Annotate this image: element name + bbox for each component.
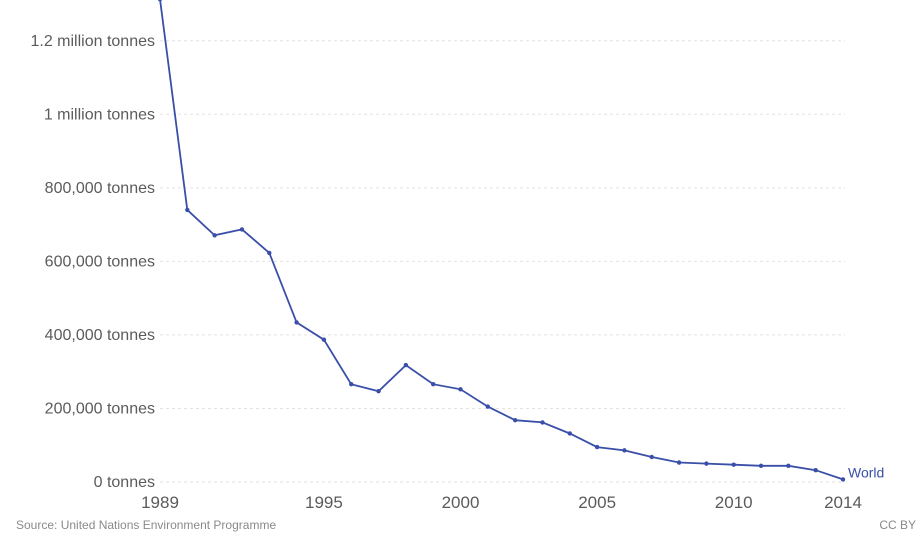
data-point [458, 387, 463, 392]
data-point [622, 448, 627, 453]
data-point [267, 250, 272, 256]
y-tick-label: 0 tonnes [94, 474, 155, 491]
source-note: Source: United Nations Environment Progr… [16, 518, 277, 532]
x-tick-label: 2014 [824, 493, 862, 512]
data-point [540, 420, 545, 425]
data-point [594, 444, 600, 450]
data-point [567, 431, 572, 436]
data-point [403, 362, 409, 368]
data-point [731, 462, 736, 467]
y-tick-label: 600,000 tonnes [45, 253, 155, 270]
series-world: World [157, 0, 884, 482]
data-point [376, 388, 381, 394]
data-point [649, 454, 654, 460]
series-label: World [848, 464, 884, 480]
data-point [321, 337, 327, 342]
license-link[interactable]: CC BY [879, 518, 916, 532]
x-tick-label: 2000 [442, 493, 480, 512]
y-tick-label: 400,000 tonnes [45, 327, 155, 344]
data-point [704, 461, 709, 466]
data-point [185, 207, 190, 213]
x-tick-label: 1995 [305, 493, 343, 512]
data-point [813, 468, 818, 473]
data-point [157, 0, 163, 2]
y-tick-label: 800,000 tonnes [45, 180, 155, 197]
x-tick-label: 2010 [715, 493, 753, 512]
data-point [758, 463, 764, 469]
x-tick-label: 1989 [141, 493, 179, 512]
y-tick-label: 1 million tonnes [44, 106, 155, 123]
data-point [840, 477, 846, 482]
data-point [212, 233, 217, 238]
data-point [349, 381, 354, 387]
y-tick-label: 1.2 million tonnes [30, 33, 155, 50]
data-point [786, 463, 791, 469]
series-line [159, 0, 844, 481]
data-point [676, 460, 682, 465]
x-tick-label: 2005 [578, 493, 616, 512]
data-point [239, 227, 245, 232]
x-axis-tick-labels: 1989 1995 2000 2005 2010 2014 [141, 493, 862, 512]
data-point [485, 404, 491, 409]
y-tick-label: 200,000 tonnes [45, 400, 155, 417]
y-axis-tick-labels: 0 tonnes 200,000 tonnes 400,000 tonnes 600,… [30, 33, 155, 491]
data-point [294, 320, 299, 325]
data-point [431, 381, 436, 387]
data-point [512, 418, 518, 423]
grid-lines [160, 40, 845, 483]
